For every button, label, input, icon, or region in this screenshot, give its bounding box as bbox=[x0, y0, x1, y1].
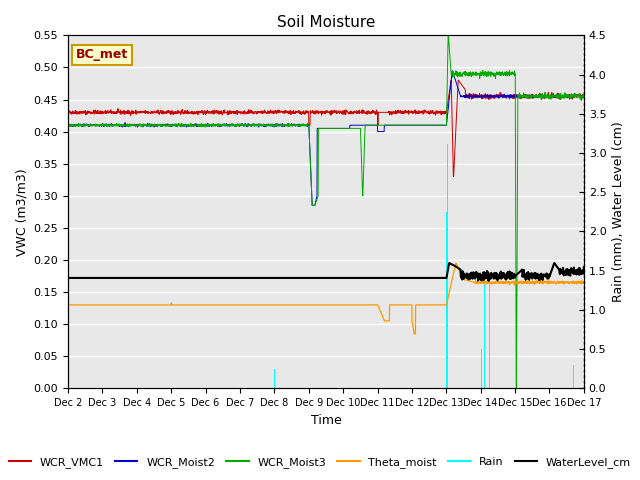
Title: Soil Moisture: Soil Moisture bbox=[276, 15, 375, 30]
Y-axis label: Rain (mm), Water Level (cm): Rain (mm), Water Level (cm) bbox=[612, 121, 625, 302]
Y-axis label: VWC (m3/m3): VWC (m3/m3) bbox=[15, 168, 28, 256]
X-axis label: Time: Time bbox=[310, 414, 341, 427]
Text: BC_met: BC_met bbox=[76, 48, 128, 61]
Legend: WCR_VMC1, WCR_Moist2, WCR_Moist3, Theta_moist, Rain, WaterLevel_cm: WCR_VMC1, WCR_Moist2, WCR_Moist3, Theta_… bbox=[4, 452, 636, 472]
